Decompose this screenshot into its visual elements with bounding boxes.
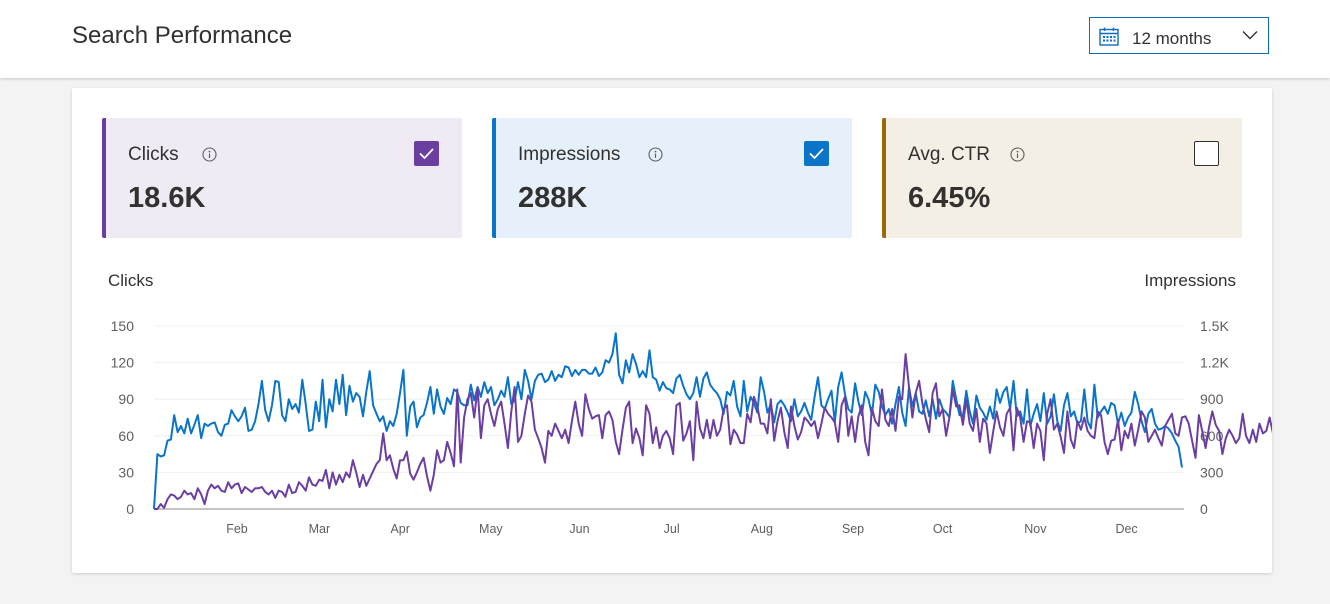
metric-value-clicks: 18.6K (128, 182, 206, 214)
impressions-checkbox[interactable] (804, 141, 829, 166)
calendar-icon (1099, 27, 1119, 46)
y-right-tick-label: 1.2K (1200, 355, 1229, 371)
y-left-tick-label: 60 (118, 428, 134, 444)
x-tick-label: Aug (751, 522, 773, 536)
x-tick-label: Jul (664, 522, 680, 536)
series-line-clicks (154, 353, 1272, 510)
x-tick-label: Apr (390, 522, 409, 536)
x-tick-label: Oct (933, 522, 953, 536)
metric-label-impressions: Impressions (518, 144, 621, 165)
metric-label-ctr: Avg. CTR (908, 144, 991, 165)
metric-value-impressions: 288K (518, 182, 588, 214)
y-left-tick-label: 30 (118, 464, 134, 480)
performance-card: Clicks 18.6K Impressions 288K Avg. CTR (72, 88, 1272, 573)
series-line-impressions (153, 332, 1183, 510)
x-tick-label: Nov (1024, 522, 1047, 536)
info-icon[interactable] (648, 147, 663, 162)
metric-value-ctr: 6.45% (908, 182, 991, 214)
ctr-checkbox[interactable] (1194, 141, 1219, 166)
x-tick-label: May (479, 522, 503, 536)
header-bar: Search Performance 12 months (0, 0, 1330, 78)
y-right-tick-label: 600 (1200, 428, 1224, 444)
x-tick-label: Jun (569, 522, 589, 536)
y-left-tick-label: 120 (111, 355, 135, 371)
left-axis-title: Clicks (108, 271, 154, 290)
x-tick-label: Feb (226, 522, 248, 536)
metric-card-impressions[interactable]: Impressions 288K (492, 118, 852, 238)
y-right-tick-label: 900 (1200, 391, 1224, 407)
y-left-tick-label: 150 (111, 318, 135, 334)
performance-line-chart: 0 30 60 90 120 150 0 300 600 900 1.2K 1.5K Feb Mar A… (111, 318, 1272, 536)
x-tick-label: Dec (1115, 522, 1137, 536)
page-title: Search Performance (72, 22, 293, 49)
date-range-dropdown[interactable]: 12 months (1089, 17, 1269, 54)
date-range-label: 12 months (1132, 29, 1212, 48)
info-icon[interactable] (1010, 147, 1025, 162)
y-right-tick-label: 300 (1200, 464, 1224, 480)
y-right-tick-label: 0 (1200, 501, 1208, 517)
chevron-down-icon (1242, 31, 1258, 40)
info-icon[interactable] (202, 147, 217, 162)
checkmark-icon (419, 148, 434, 160)
metric-card-ctr[interactable]: Avg. CTR 6.45% (882, 118, 1242, 238)
x-tick-label: Mar (309, 522, 331, 536)
clicks-checkbox[interactable] (414, 141, 439, 166)
y-right-tick-label: 1.5K (1200, 318, 1229, 334)
right-axis-title: Impressions (1144, 271, 1236, 290)
metric-card-clicks[interactable]: Clicks 18.6K (102, 118, 462, 238)
metric-label-clicks: Clicks (128, 144, 179, 165)
y-left-tick-label: 90 (118, 391, 134, 407)
y-left-tick-label: 0 (126, 501, 134, 517)
checkmark-icon (809, 148, 824, 160)
x-tick-label: Sep (842, 522, 864, 536)
